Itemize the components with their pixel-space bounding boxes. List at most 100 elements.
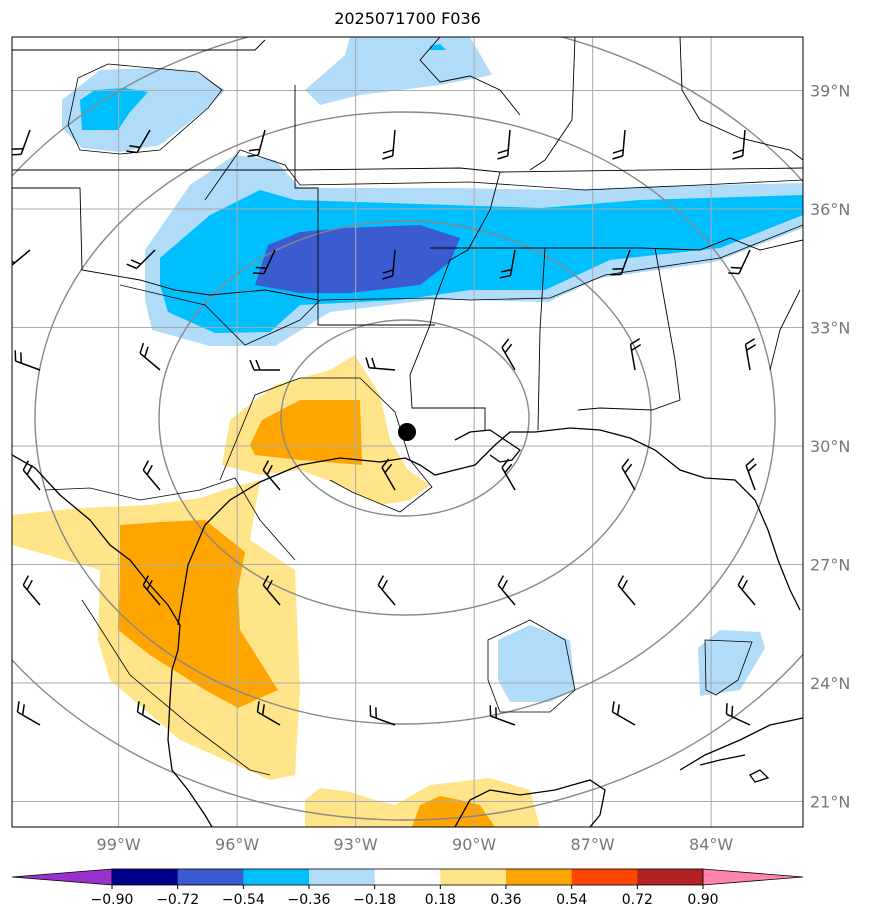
latitude-label: 30°N xyxy=(810,437,850,456)
wind-barb xyxy=(369,705,396,726)
wind-barb xyxy=(629,338,642,371)
wind-barb xyxy=(142,575,161,606)
colorbar-tick-label: 0.54 xyxy=(556,892,587,908)
wind-barb xyxy=(501,458,516,491)
latitude-label: 24°N xyxy=(810,674,850,693)
outline-contours-layer xyxy=(44,63,803,776)
colorbar-tick-label: 0.72 xyxy=(622,892,653,908)
wind-barb xyxy=(499,249,516,279)
range-ring-3 xyxy=(34,111,776,725)
wind-barb xyxy=(126,129,151,154)
colorbar-bin xyxy=(243,869,310,885)
map-title: 2025071700 F036 xyxy=(334,9,481,28)
wind-barb xyxy=(489,705,516,726)
colorbar-bin xyxy=(112,869,179,885)
wind-barb xyxy=(382,129,396,160)
colorbar-arrow-high xyxy=(702,868,804,886)
storm-center-marker xyxy=(398,423,416,441)
latitude-label: 36°N xyxy=(810,200,850,219)
wind-barb xyxy=(16,701,41,726)
wind-barb xyxy=(745,457,757,491)
colorbar-tick-label: −0.54 xyxy=(222,892,265,908)
wind-barb xyxy=(12,249,31,268)
wind-barb xyxy=(256,701,281,726)
wind-barb xyxy=(249,359,280,371)
longitude-label: 99°W xyxy=(97,835,141,854)
wind-barb xyxy=(365,357,396,371)
range-rings-layer xyxy=(12,37,803,821)
wind-barb xyxy=(610,249,631,276)
colorbar-bin xyxy=(309,869,376,885)
negative-blob-top xyxy=(305,37,492,105)
latitude-label: 39°N xyxy=(810,82,850,101)
wind-barb xyxy=(737,575,756,606)
map-frame xyxy=(11,36,804,828)
longitude-label: 90°W xyxy=(452,835,496,854)
wind-barb xyxy=(377,575,396,606)
wind-barb xyxy=(725,703,751,726)
wind-barb xyxy=(617,575,636,606)
colorbar-bin xyxy=(637,869,704,885)
negative-blob-gulf xyxy=(498,625,575,702)
wind-barb xyxy=(253,249,276,275)
colorbar-tick-label: 0.36 xyxy=(490,892,521,908)
state-borders-layer xyxy=(12,37,803,431)
wind-barb xyxy=(262,575,281,606)
longitude-label: 93°W xyxy=(334,835,378,854)
wind-barb xyxy=(22,575,41,606)
negative-blob-nw xyxy=(62,68,225,152)
range-ring-1 xyxy=(280,319,530,517)
longitude-labels: 99°W 96°W 93°W 90°W 87°W 84°W xyxy=(97,835,734,854)
wind-barb xyxy=(501,338,516,371)
wind-barb xyxy=(728,249,751,275)
positive-blob-louisiana-core xyxy=(250,400,362,465)
gulf-coastline xyxy=(12,454,213,827)
longitude-label: 87°W xyxy=(571,835,615,854)
wind-barb xyxy=(136,701,161,726)
wind-barb xyxy=(247,129,266,158)
colorbar-tick-label: −0.90 xyxy=(91,892,134,908)
colorbar-bin xyxy=(506,869,573,885)
colorbar-bin xyxy=(177,869,244,885)
range-ring-4 xyxy=(12,37,803,821)
latitude-label: 33°N xyxy=(810,319,850,338)
latitude-label: 21°N xyxy=(810,793,850,812)
negative-band-core xyxy=(255,225,460,293)
latitude-labels: 39°N 36°N 33°N 30°N 27°N 24°N 21°N xyxy=(810,82,850,812)
longitude-label: 84°W xyxy=(689,835,733,854)
colorbar-arrow-low xyxy=(11,868,113,886)
latitude-label: 27°N xyxy=(810,556,850,575)
colorbar-bin xyxy=(374,869,441,885)
wind-barb xyxy=(14,350,41,371)
negative-blob-top-core xyxy=(430,44,446,50)
colorbar-tick-label: −0.18 xyxy=(353,892,396,908)
colorbar-tick-label: 0.18 xyxy=(425,892,456,908)
wind-barb xyxy=(12,129,31,156)
colorbar-tick-label: −0.36 xyxy=(288,892,331,908)
wind-barb xyxy=(612,129,626,160)
wind-barb xyxy=(382,249,396,280)
longitude-label: 96°W xyxy=(215,835,259,854)
colorbar-bin xyxy=(440,869,507,885)
colorbar-tick-label: −0.72 xyxy=(156,892,199,908)
wind-barb xyxy=(22,460,41,491)
wind-barb xyxy=(611,701,636,726)
wind-barb xyxy=(126,249,156,270)
positive-field-texas-core xyxy=(118,520,278,708)
wind-barb xyxy=(142,460,161,491)
wind-barb xyxy=(262,460,281,491)
graticule-layer xyxy=(12,37,803,827)
negative-blob-east xyxy=(698,630,765,696)
wind-barb xyxy=(732,129,746,160)
wind-barb xyxy=(139,342,161,371)
wind-barb-layer xyxy=(12,129,757,726)
wind-barb xyxy=(744,338,757,371)
range-ring-2 xyxy=(158,220,652,616)
wind-barb xyxy=(497,129,511,160)
wind-barb xyxy=(497,575,516,606)
coastline-layer xyxy=(12,427,803,827)
wind-barb xyxy=(621,458,636,491)
negative-band-mid xyxy=(160,190,803,333)
colorbar-tick-label: 0.90 xyxy=(687,892,718,908)
